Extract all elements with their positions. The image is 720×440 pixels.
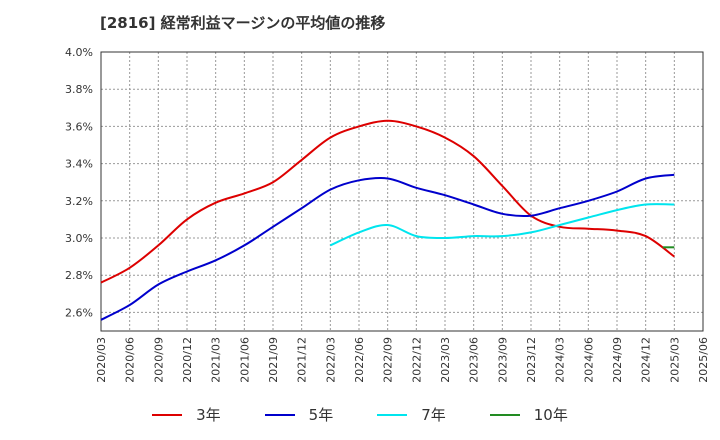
y-tick-label: 4.0%: [65, 46, 93, 59]
x-tick-label: 2023/06: [468, 337, 481, 383]
legend-swatch: [489, 413, 520, 416]
x-tick-label: 2020/03: [95, 337, 108, 383]
x-tick-label: 2022/12: [410, 337, 423, 383]
legend-item-1: 5年: [264, 404, 334, 425]
series-line-0: [100, 119, 675, 284]
x-tick-label: 2024/06: [582, 337, 595, 383]
plot-border: [100, 51, 704, 332]
legend-label: 7年: [421, 406, 446, 424]
y-tick-label: 2.8%: [65, 269, 93, 282]
x-tick-label: 2021/06: [238, 337, 251, 383]
x-tick-label: 2023/09: [496, 337, 509, 383]
x-tick-label: 2021/12: [296, 337, 309, 383]
legend-label: 5年: [308, 406, 334, 424]
plot-area: [101, 52, 703, 331]
legend-label: 3年: [196, 406, 221, 424]
legend-item-3: 10年: [489, 404, 568, 425]
legend-swatch: [264, 413, 295, 416]
y-tick-label: 3.6%: [65, 120, 93, 133]
y-tick-label: 3.2%: [65, 195, 93, 208]
x-tick-label: 2020/06: [124, 337, 137, 383]
legend-item-2: 7年: [377, 404, 446, 425]
x-tick-label: 2021/03: [210, 337, 223, 383]
x-tick-label: 2021/09: [267, 337, 280, 383]
series-line-2: [329, 203, 675, 247]
legend-item-0: 3年: [152, 404, 221, 425]
x-tick-label: 2025/06: [697, 337, 710, 383]
y-tick-label: 2.6%: [65, 306, 93, 319]
y-tick-label: 3.0%: [65, 232, 93, 245]
y-tick-label: 3.4%: [65, 158, 93, 171]
legend-swatch: [152, 413, 183, 416]
legend-label: 10年: [533, 406, 568, 424]
y-tick-label: 3.8%: [65, 83, 93, 96]
x-tick-label: 2025/03: [668, 337, 681, 383]
x-tick-label: 2023/03: [439, 337, 452, 383]
legend-swatch: [377, 413, 408, 416]
x-tick-label: 2024/03: [554, 337, 567, 383]
x-tick-label: 2024/09: [611, 337, 624, 383]
x-tick-label: 2020/12: [181, 337, 194, 383]
x-tick-label: 2022/03: [324, 337, 337, 383]
legend: 3年 5年 7年 10年: [0, 404, 720, 425]
x-tick-label: 2022/09: [382, 337, 395, 383]
x-tick-label: 2023/12: [525, 337, 538, 383]
x-tick-label: 2020/09: [152, 337, 165, 383]
x-tick-label: 2022/06: [353, 337, 366, 383]
x-tick-label: 2024/12: [640, 337, 653, 383]
series-line-1: [100, 173, 675, 321]
chart-title: [2816] 経常利益マージンの平均値の推移: [100, 14, 386, 32]
